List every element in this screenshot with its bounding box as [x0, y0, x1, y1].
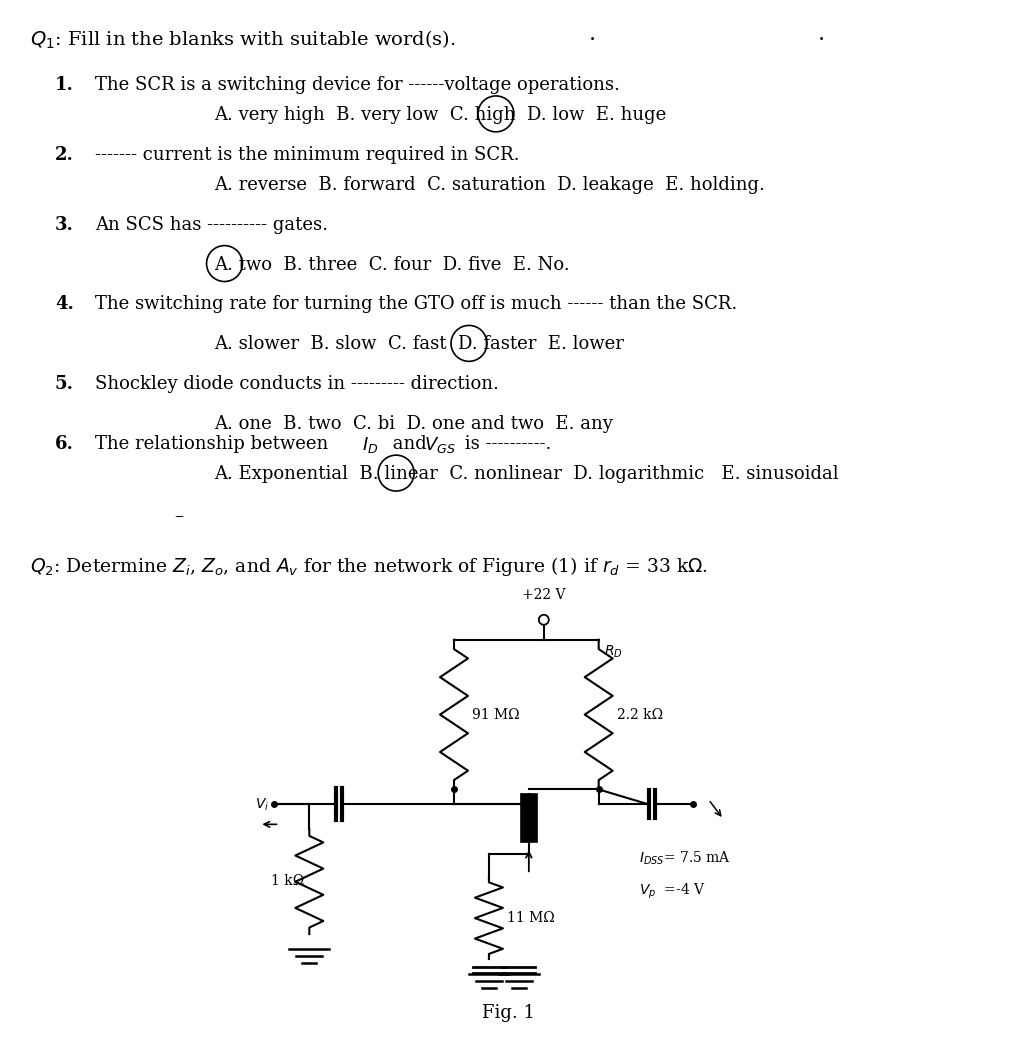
Text: A. reverse  B. forward  C. saturation  D. leakage  E. holding.: A. reverse B. forward C. saturation D. l…	[214, 176, 764, 193]
Text: 5.: 5.	[55, 375, 73, 393]
Text: $\mathit{Q_2}$: Determine $Z_i$, $Z_o$, and $A_v$ for the network of Figure (1) : $\mathit{Q_2}$: Determine $Z_i$, $Z_o$, …	[30, 555, 707, 578]
Text: 2.2 kΩ: 2.2 kΩ	[616, 707, 662, 722]
Text: The SCR is a switching device for ------voltage operations.: The SCR is a switching device for ------…	[95, 76, 620, 94]
Text: A. slower  B. slow  C. fast  D. faster  E. lower: A. slower B. slow C. fast D. faster E. l…	[214, 336, 624, 354]
Text: $R_D$: $R_D$	[603, 644, 622, 659]
Text: 6.: 6.	[55, 435, 73, 453]
Text: 3.: 3.	[55, 215, 73, 234]
Text: $I_D$: $I_D$	[362, 435, 378, 456]
Text: An SCS has ---------- gates.: An SCS has ---------- gates.	[95, 215, 327, 234]
Text: 11 MΩ: 11 MΩ	[506, 911, 554, 926]
Text: $V_i$: $V_i$	[255, 797, 269, 812]
Text: $\mathit{Q_1}$: Fill in the blanks with suitable word(s).: $\mathit{Q_1}$: Fill in the blanks with …	[30, 29, 455, 51]
Text: 1 kΩ: 1 kΩ	[271, 875, 304, 888]
Text: A. very high  B. very low  C. high  D. low  E. huge: A. very high B. very low C. high D. low …	[214, 106, 666, 124]
Text: 4.: 4.	[55, 295, 73, 313]
Text: $I_{DSS}$= 7.5 mA: $I_{DSS}$= 7.5 mA	[638, 850, 730, 866]
Text: .: .	[817, 23, 824, 45]
Text: 1.: 1.	[55, 76, 73, 94]
Text: Fig. 1: Fig. 1	[482, 1004, 535, 1022]
Text: and: and	[387, 435, 432, 453]
Text: -: -	[174, 508, 180, 526]
Text: ------- current is the minimum required in SCR.: ------- current is the minimum required …	[95, 146, 519, 164]
Text: 91 MΩ: 91 MΩ	[472, 707, 519, 722]
Text: A. two  B. three  C. four  D. five  E. No.: A. two B. three C. four D. five E. No.	[214, 256, 570, 274]
Text: 2.: 2.	[55, 146, 73, 164]
Text: $V_{GS}$: $V_{GS}$	[424, 435, 455, 456]
Text: A. one  B. two  C. bi  D. one and two  E. any: A. one B. two C. bi D. one and two E. an…	[214, 415, 612, 434]
Bar	[521, 795, 536, 842]
Text: +22 V: +22 V	[522, 588, 565, 602]
Text: $V_p$  =-4 V: $V_p$ =-4 V	[638, 881, 704, 901]
Text: .: .	[588, 23, 595, 45]
Text: Shockley diode conducts in --------- direction.: Shockley diode conducts in --------- dir…	[95, 375, 498, 393]
Text: The switching rate for turning the GTO off is much ------ than the SCR.: The switching rate for turning the GTO o…	[95, 295, 737, 313]
Text: -: -	[177, 508, 183, 526]
Text: A. Exponential  B. linear  C. nonlinear  D. logarithmic   E. sinusoidal: A. Exponential B. linear C. nonlinear D.…	[214, 465, 839, 484]
Text: is ----------.: is ----------.	[459, 435, 551, 453]
Text: The relationship between: The relationship between	[95, 435, 333, 453]
